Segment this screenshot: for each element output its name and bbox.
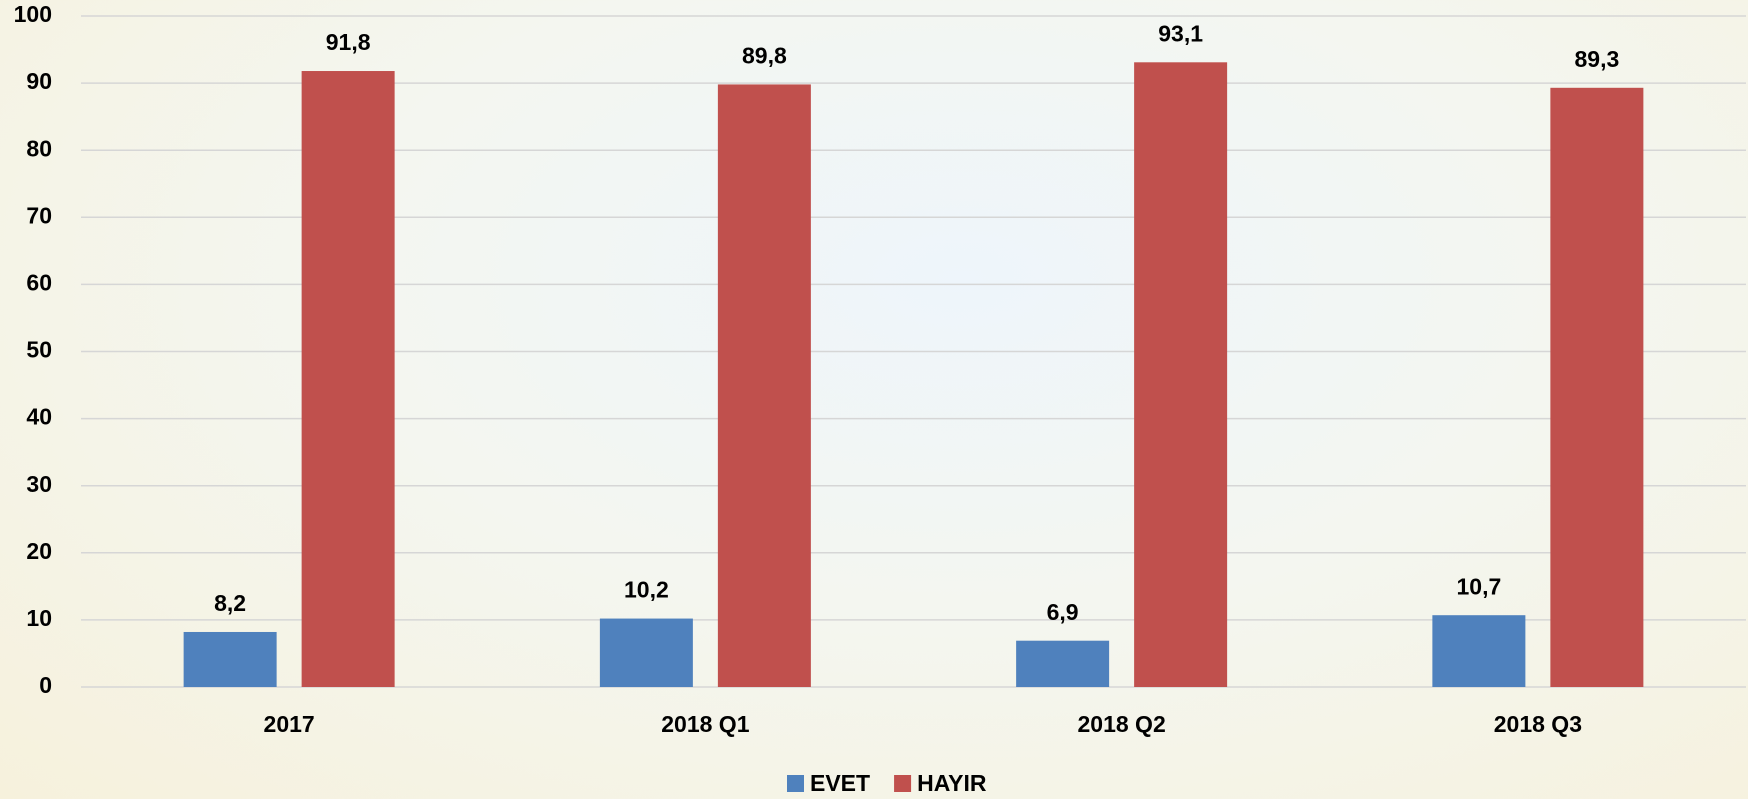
bar — [717, 84, 811, 687]
data-label: 89,3 — [1574, 46, 1619, 72]
legend-swatch — [787, 775, 804, 792]
legend-label: EVET — [810, 770, 870, 796]
bar — [183, 631, 277, 687]
bar — [1550, 87, 1644, 687]
y-tick-label: 20 — [26, 538, 52, 564]
bar — [1016, 640, 1110, 687]
data-label: 6,9 — [1047, 599, 1079, 625]
x-tick-label: 2017 — [264, 711, 315, 737]
x-tick-label: 2018 Q1 — [661, 711, 749, 737]
y-tick-label: 70 — [26, 202, 52, 228]
data-label: 10,7 — [1456, 573, 1501, 599]
y-tick-label: 0 — [39, 672, 52, 698]
y-tick-label: 30 — [26, 471, 52, 497]
y-tick-label: 10 — [26, 605, 52, 631]
y-tick-label: 40 — [26, 404, 52, 430]
y-tick-label: 90 — [26, 68, 52, 94]
bar — [1432, 615, 1526, 687]
data-label: 93,1 — [1158, 20, 1203, 46]
data-label: 8,2 — [214, 590, 246, 616]
legend-swatch — [894, 775, 912, 792]
bar — [301, 71, 395, 688]
legend-label: HAYIR — [917, 770, 987, 796]
bar — [1134, 62, 1228, 687]
x-tick-label: 2018 Q2 — [1078, 711, 1166, 737]
x-tick-label: 2018 Q3 — [1494, 711, 1582, 737]
data-label: 10,2 — [624, 577, 669, 603]
y-tick-label: 50 — [26, 337, 52, 363]
y-tick-label: 80 — [26, 135, 52, 161]
y-tick-label: 100 — [14, 1, 52, 27]
bar — [599, 618, 693, 687]
data-label: 89,8 — [742, 43, 787, 69]
y-tick-label: 60 — [26, 269, 52, 295]
data-label: 91,8 — [326, 29, 371, 55]
